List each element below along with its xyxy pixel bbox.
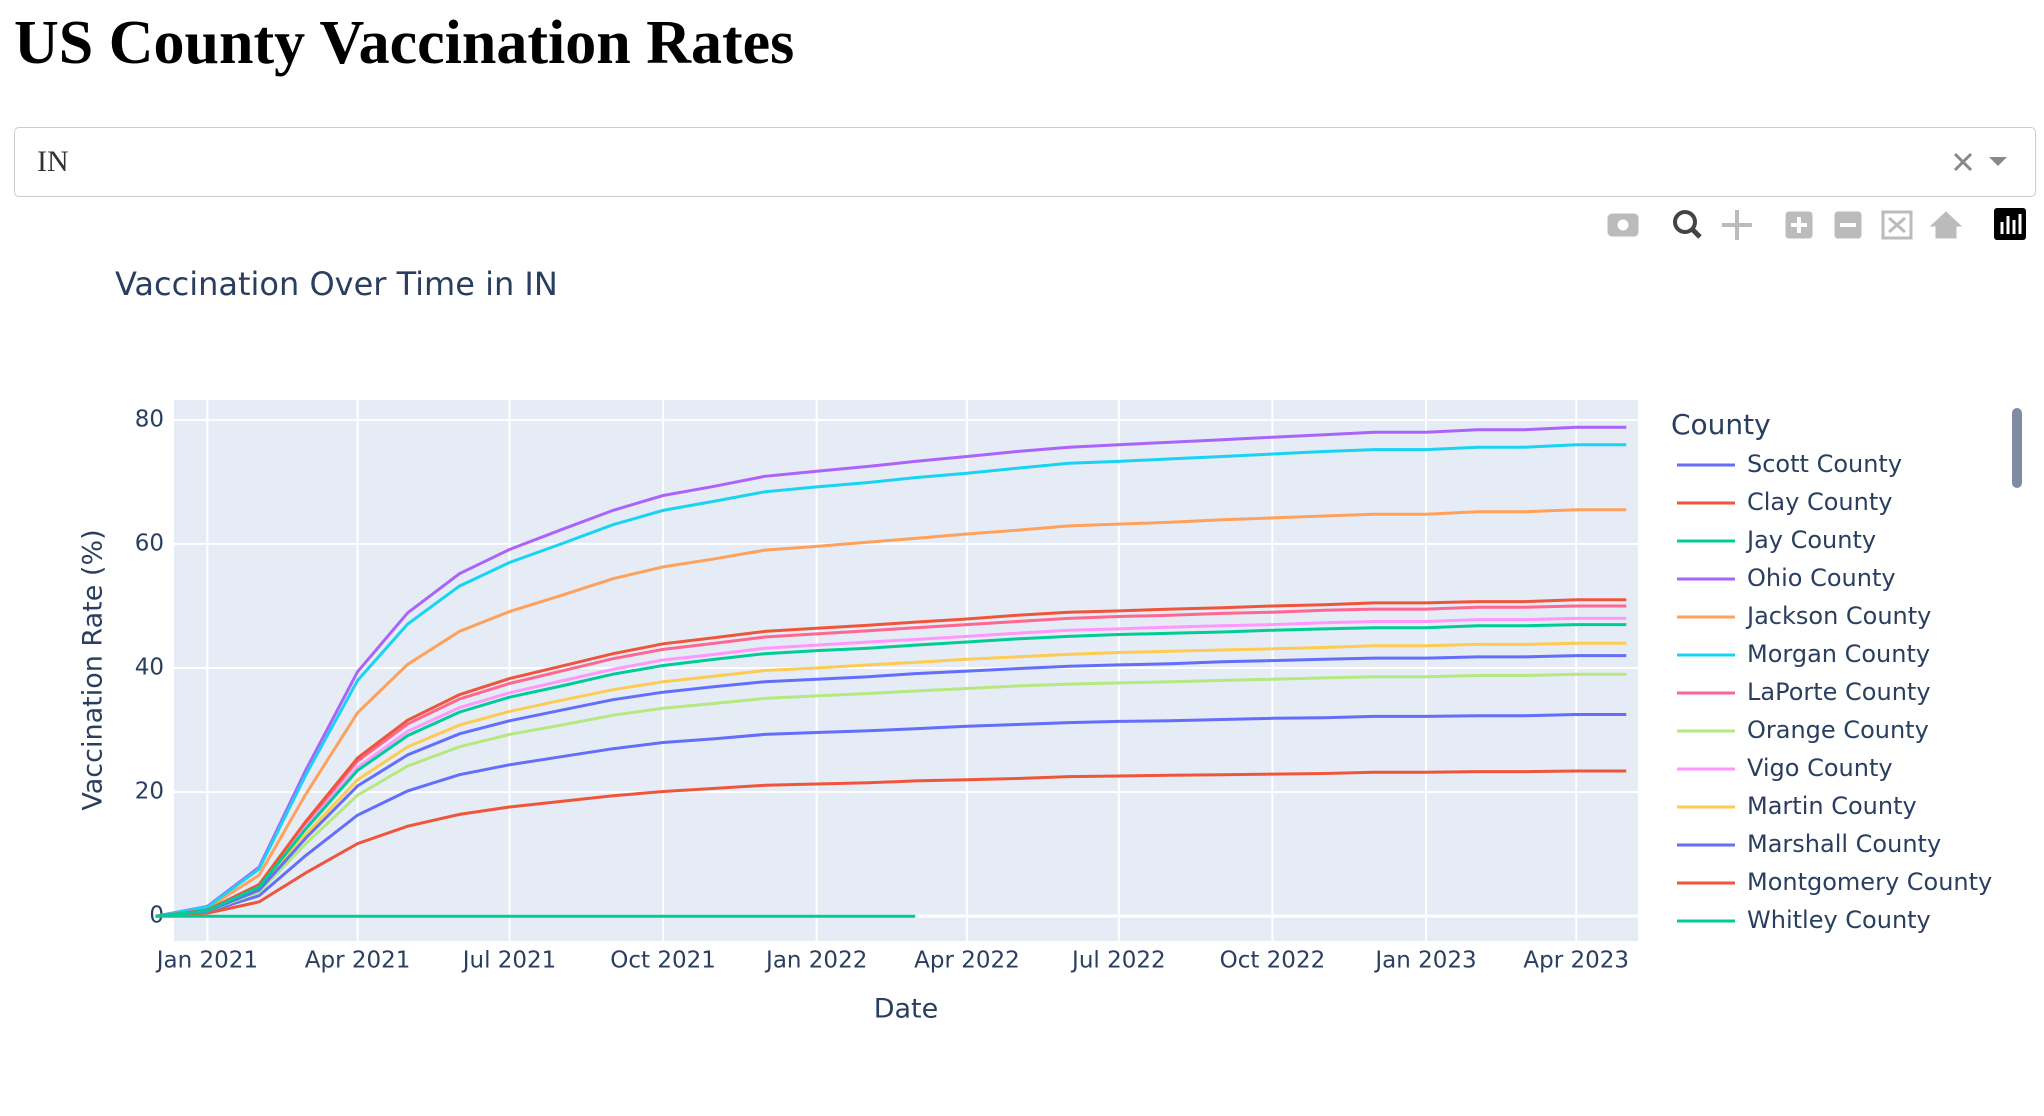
- dropdown-arrow[interactable]: [1989, 157, 2007, 166]
- x-tick-label: Jan 2023: [1373, 948, 1476, 974]
- modebar: [1607, 208, 2026, 240]
- legend-label[interactable]: Morgan County: [1747, 640, 1930, 668]
- legend-label[interactable]: Jay County: [1745, 526, 1876, 554]
- series-line: [155, 598, 1627, 918]
- dropdown-controls: [1953, 152, 2007, 172]
- legend-label[interactable]: Marshall County: [1747, 830, 1941, 858]
- series-line: [155, 672, 1627, 918]
- plot-area: [174, 400, 1638, 941]
- autoscale-icon[interactable]: [1881, 210, 1913, 240]
- x-tick-label: Jul 2022: [1070, 948, 1166, 974]
- x-axis-title: Date: [874, 994, 939, 1025]
- y-tick-label: 80: [135, 406, 164, 432]
- series-line: [155, 641, 1627, 918]
- y-tick-label: 40: [135, 655, 164, 681]
- series-line: [155, 508, 1627, 918]
- x-tick-label: Apr 2023: [1523, 948, 1629, 974]
- x-tick-label: Apr 2022: [914, 948, 1020, 974]
- state-dropdown[interactable]: IN: [14, 127, 2036, 197]
- zoom-in-icon[interactable]: [1785, 211, 1813, 239]
- series-line: [155, 623, 1627, 918]
- zoom-out-icon[interactable]: [1834, 211, 1862, 239]
- series-line: [155, 443, 1627, 918]
- x-tick-label: Oct 2022: [1220, 948, 1326, 974]
- chart-title: Vaccination Over Time in IN: [115, 265, 558, 303]
- legend-label[interactable]: Ohio County: [1747, 564, 1896, 592]
- y-tick-label: 20: [135, 779, 164, 805]
- legend-label[interactable]: Montgomery County: [1747, 868, 1992, 896]
- zoom-icon[interactable]: [1673, 210, 1702, 239]
- plotly-logo[interactable]: [1994, 208, 2026, 240]
- dropdown-value: IN: [37, 145, 69, 178]
- series-line: [155, 604, 1627, 918]
- series-line: [155, 713, 1627, 918]
- legend-title: County: [1671, 408, 1771, 441]
- legend-scrollbar[interactable]: [2012, 408, 2022, 488]
- legend-label[interactable]: Whitley County: [1747, 906, 1931, 934]
- legend-label[interactable]: Orange County: [1747, 716, 1929, 744]
- series-line: [155, 425, 1627, 918]
- x-tick-label: Oct 2021: [610, 948, 716, 974]
- legend-label[interactable]: Vigo County: [1747, 754, 1893, 782]
- y-tick-label: 60: [135, 530, 164, 556]
- legend-label[interactable]: Scott County: [1747, 450, 1902, 478]
- legend-label[interactable]: Clay County: [1747, 488, 1892, 516]
- clear-button[interactable]: [1953, 152, 1973, 172]
- chart: Vaccination Over Time in IN Date Vaccina…: [78, 208, 2026, 1025]
- legend-label[interactable]: LaPorte County: [1747, 678, 1931, 706]
- x-tick-label: Jan 2022: [764, 948, 867, 974]
- x-tick-label: Jan 2021: [155, 948, 258, 974]
- series-line: [155, 616, 1627, 918]
- series-line: [155, 769, 1627, 918]
- pan-icon[interactable]: [1722, 210, 1752, 240]
- camera-icon[interactable]: [1607, 213, 1639, 237]
- x-tick-label: Jul 2021: [461, 948, 557, 974]
- y-axis-title: Vaccination Rate (%): [78, 529, 109, 810]
- legend-label[interactable]: Jackson County: [1745, 602, 1931, 630]
- reset-icon[interactable]: [1929, 211, 1963, 239]
- x-tick-label: Apr 2021: [305, 948, 411, 974]
- legend-label[interactable]: Martin County: [1747, 792, 1917, 820]
- page-title: US County Vaccination Rates: [14, 9, 795, 77]
- series-line: [155, 654, 1627, 918]
